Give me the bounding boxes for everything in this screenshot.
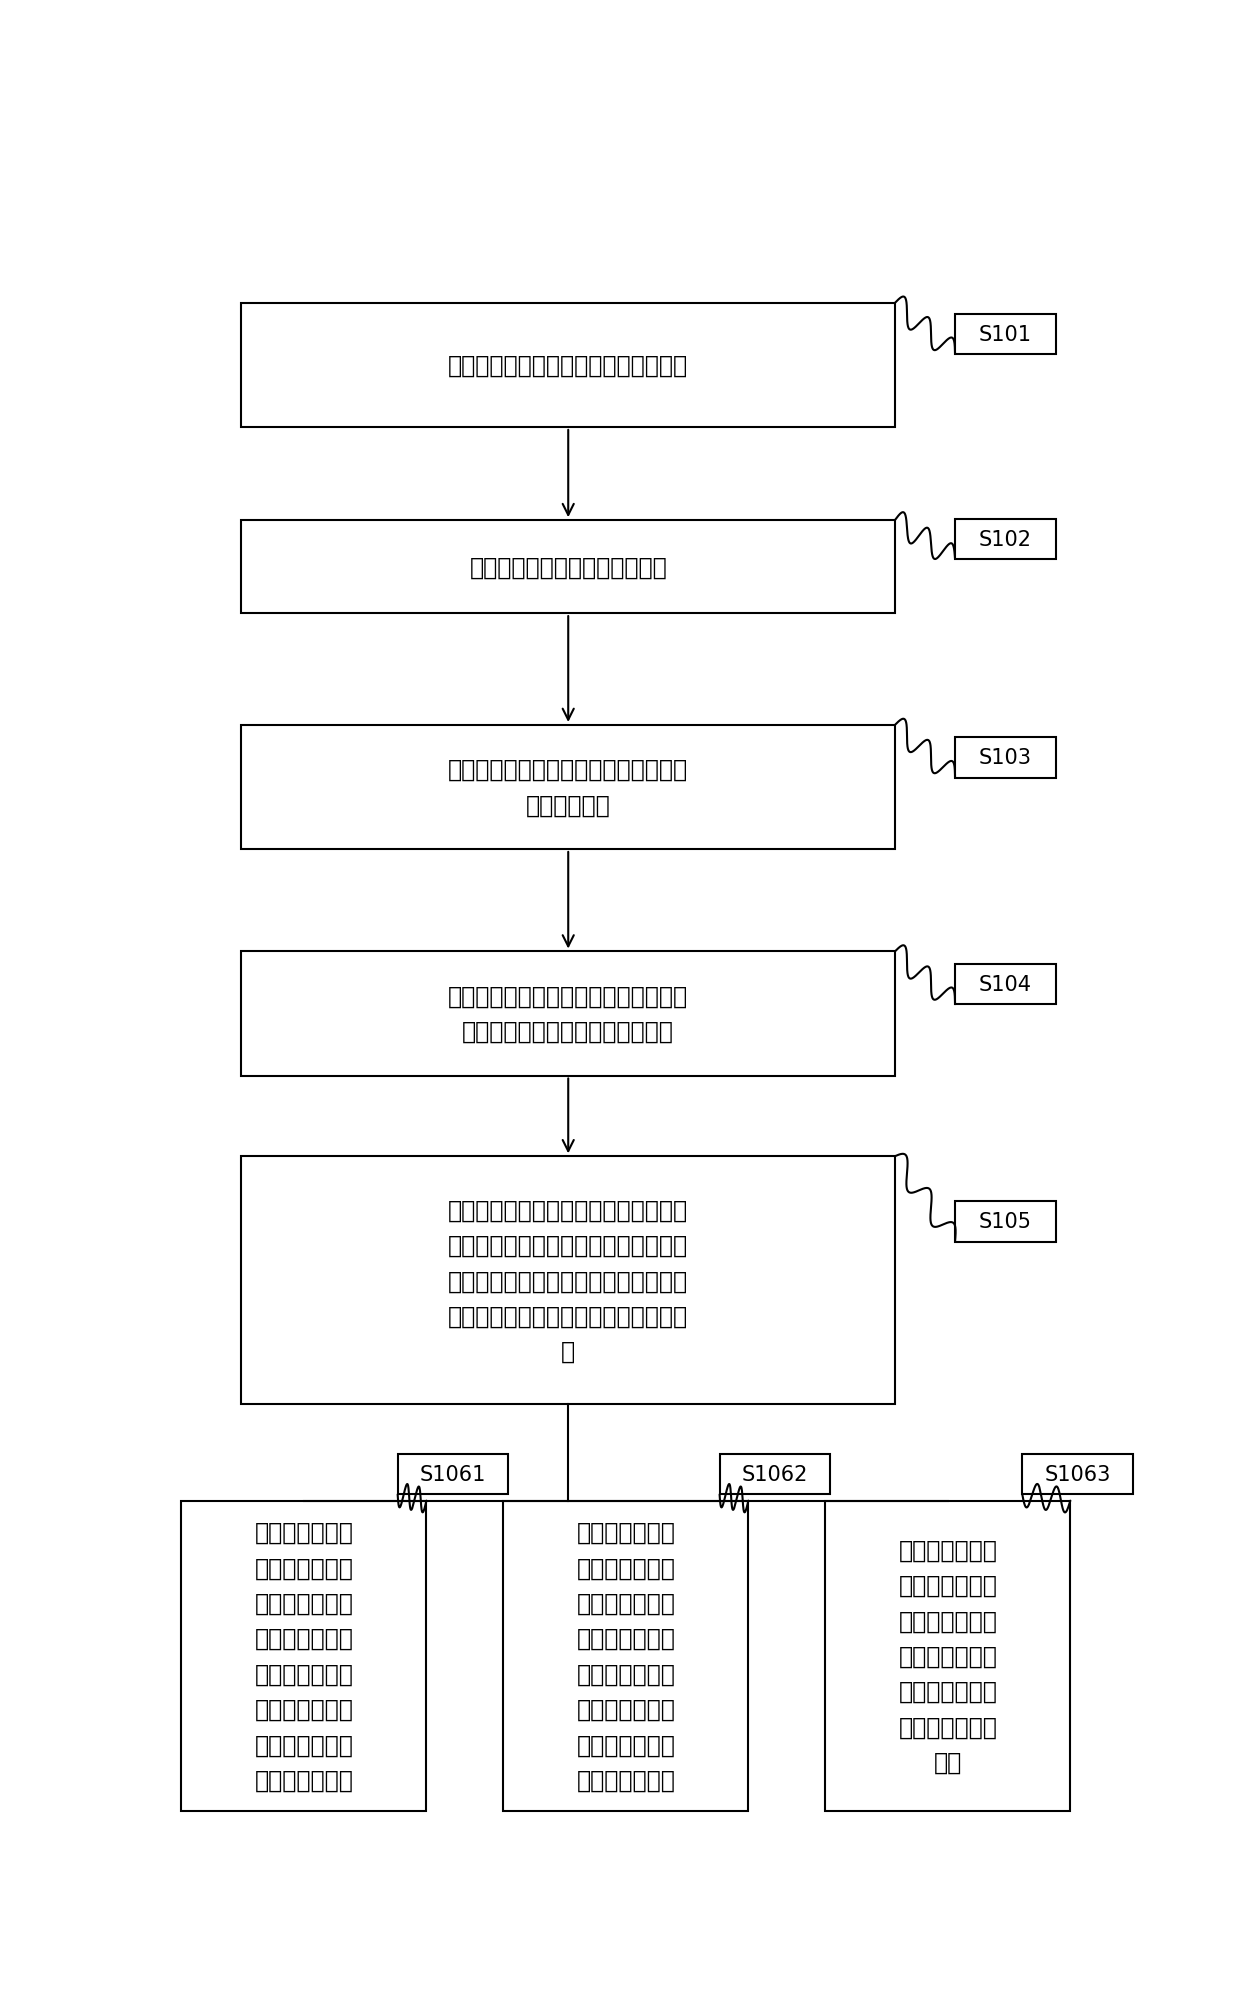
Text: S102: S102 (980, 530, 1032, 550)
Text: S104: S104 (980, 975, 1032, 995)
Bar (242, 304, 895, 427)
Bar (181, 1500, 427, 1811)
Bar (1022, 1454, 1133, 1494)
Bar (955, 314, 1056, 354)
Text: 除去所述空间光
波导周围的光刻
胶，在所述空间
光波导上覆涂热
敏胶，加热所述
热敏胶，所述热
敏胶固化并包裹
所述空间光波导: 除去所述空间光 波导周围的光刻 胶，在所述空间 光波导上覆涂热 敏胶，加热所述 … (577, 1521, 676, 1792)
Bar (242, 953, 895, 1075)
Text: 照射所述支撑结构包裹的光刻胶，所述
支撑结构包裹的光刻胶固化，所述支撑
结构和固化的支撑结构包裹的光刻胶组
成空间光波导，以实现空间光波导的制
备: 照射所述支撑结构包裹的光刻胶，所述 支撑结构包裹的光刻胶固化，所述支撑 结构和固… (448, 1198, 688, 1363)
Text: 除去所述空间光
波导周围的光刻
胶，在所述空间
光波导上覆涂光
敏胶，照射所述
光敏胶，所述光
敏胶固化并包裹
所述空间光波导: 除去所述空间光 波导周围的光刻 胶，在所述空间 光波导上覆涂光 敏胶，照射所述 … (254, 1521, 353, 1792)
Text: 识别通光口上任意光波导连接点: 识别通光口上任意光波导连接点 (470, 556, 667, 580)
Text: S1063: S1063 (1044, 1464, 1111, 1484)
Bar (242, 522, 895, 614)
Bar (242, 1156, 895, 1406)
Bar (398, 1454, 508, 1494)
Text: 沿所述连接路径多次螺旋照射光刻胶，
在连接路径外侧加工一层支撑结构: 沿所述连接路径多次螺旋照射光刻胶， 在连接路径外侧加工一层支撑结构 (448, 985, 688, 1043)
Text: 在待连接的通光口载体之间覆涂光刻胶: 在待连接的通光口载体之间覆涂光刻胶 (448, 354, 688, 379)
Text: 根据传输光信号传播模式、波长的不同
设计连接路径: 根据传输光信号传播模式、波长的不同 设计连接路径 (448, 757, 688, 818)
Text: 照射或加热所述
空间光波导周围
的光刻胶，所述
空间光波导周围
的光刻胶固化并
包裹所述空间光
波导: 照射或加热所述 空间光波导周围 的光刻胶，所述 空间光波导周围 的光刻胶固化并 … (899, 1539, 997, 1774)
Text: S103: S103 (980, 747, 1032, 767)
Text: S1062: S1062 (742, 1464, 808, 1484)
Bar (503, 1500, 749, 1811)
Bar (826, 1500, 1070, 1811)
Text: S101: S101 (980, 324, 1032, 344)
Text: S105: S105 (980, 1212, 1032, 1233)
Bar (955, 737, 1056, 777)
Text: S1061: S1061 (419, 1464, 486, 1484)
Bar (955, 520, 1056, 560)
Bar (242, 725, 895, 850)
Bar (955, 965, 1056, 1005)
Bar (955, 1202, 1056, 1243)
Bar (719, 1454, 830, 1494)
